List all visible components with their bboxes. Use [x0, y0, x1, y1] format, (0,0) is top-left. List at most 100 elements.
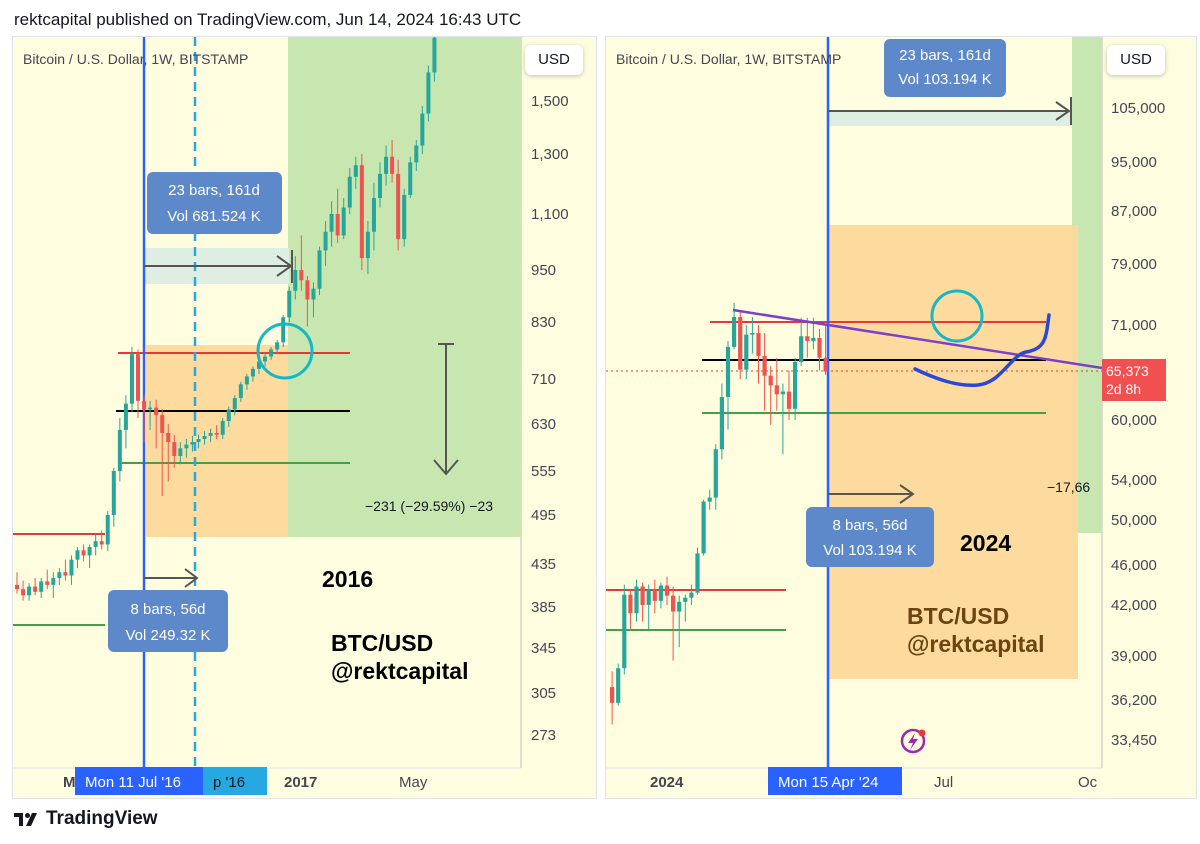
candle-body [756, 333, 761, 357]
svg-text:8 bars, 56d: 8 bars, 56d [832, 517, 907, 534]
candle-body [190, 442, 195, 445]
candle-body [214, 432, 219, 435]
candle-body [63, 572, 68, 576]
y-tick-label: 36,200 [1111, 692, 1157, 709]
candle-body [81, 550, 86, 556]
y-tick-label: 555 [531, 463, 556, 480]
candle-body [432, 37, 437, 73]
candle-body [823, 357, 828, 372]
candle-body [780, 391, 785, 395]
y-tick-label: 495 [531, 507, 556, 524]
measure-bubble-bottom-left: 8 bars, 56d Vol 249.32 K [108, 590, 228, 652]
chart-panel-left[interactable]: −231 (−29.59%) −23 23 bars, 161d Vol 681… [12, 36, 597, 799]
brand-line2-right: @rektcapital [907, 631, 1044, 657]
lightning-icon[interactable] [900, 728, 926, 754]
footer-brand: TradingView [14, 808, 158, 830]
candle-body [610, 687, 615, 703]
y-tick-label: 1,300 [531, 146, 569, 163]
candle-body [287, 290, 292, 318]
y-tick-label: 385 [531, 599, 556, 616]
publish-header: rektcapital published on TradingView.com… [14, 10, 522, 29]
candle-body [329, 214, 334, 232]
chart-panel-right[interactable]: −17,66 23 bars, 161d Vol 103.194 K 8 bar… [605, 36, 1197, 799]
y-tick-label: 50,000 [1111, 512, 1157, 529]
x-tick-label: Oc [1078, 774, 1098, 791]
candle-body [420, 113, 425, 146]
candle-body [762, 356, 767, 376]
candle-body [39, 581, 44, 592]
x-tick-label: Jul [934, 774, 953, 791]
candle-body [719, 396, 724, 450]
drawdown-arrow-left [433, 343, 459, 476]
candle-body [117, 429, 122, 471]
y-tick-label: 435 [531, 556, 556, 573]
candle-body [154, 407, 159, 416]
currency-button-left[interactable]: USD [525, 45, 583, 75]
y-tick-label: 105,000 [1111, 100, 1165, 117]
candle-body [305, 280, 310, 300]
candle-body [408, 162, 413, 195]
candle-body [69, 559, 74, 576]
candle-body [371, 198, 376, 232]
candle-body [426, 72, 431, 114]
x-tick-label: May [399, 774, 428, 791]
current-price-label: 65,373 2d 8h [1102, 359, 1166, 401]
candle-body [142, 400, 147, 410]
x-tick-label: 2024 [650, 774, 684, 791]
y-axis-right[interactable]: 105,000 95,000 87,000 79,000 71,000 60,000 54,… [1111, 100, 1165, 749]
candle-body [238, 384, 243, 399]
y-tick-label: 33,450 [1111, 732, 1157, 749]
candle-body [640, 586, 645, 605]
x-axis-right[interactable]: 2024 Mon 15 Apr '24 Jul Oc [650, 767, 1098, 795]
y-tick-label: 95,000 [1111, 154, 1157, 171]
candle-body [671, 595, 676, 612]
y-tick-label: 71,000 [1111, 317, 1157, 334]
candle-body [293, 270, 298, 291]
candle-body [184, 444, 189, 449]
candle-body [750, 333, 755, 335]
svg-text:Vol 681.524 K: Vol 681.524 K [167, 208, 260, 225]
candle-body [123, 403, 128, 430]
candle-body [732, 317, 737, 347]
y-tick-label: 305 [531, 685, 556, 702]
y-tick-label: 345 [531, 640, 556, 657]
candles-left [15, 37, 437, 601]
candle-body [111, 471, 116, 515]
candle-body [799, 336, 804, 362]
y-axis-left[interactable]: 1,500 1,300 1,100 950 830 710 630 555 495 435 385 3… [531, 93, 569, 744]
candle-body [232, 398, 237, 410]
range-zone-right [828, 225, 1078, 679]
chart-right-svg[interactable]: −17,66 23 bars, 161d Vol 103.194 K 8 bar… [606, 37, 1196, 798]
candle-body [622, 594, 627, 669]
candle-body [384, 156, 389, 174]
candle-body [105, 515, 110, 545]
y-tick-label: 1,500 [531, 93, 569, 110]
projection-curve [913, 313, 1051, 388]
tradingview-logo-icon [14, 813, 37, 826]
candle-body [390, 156, 395, 174]
brand-line1-left: BTC/USD [331, 630, 433, 656]
measure-bubble-top-right: 23 bars, 161d Vol 103.194 K [884, 39, 1006, 97]
candle-body [196, 439, 201, 443]
candle-body [166, 432, 171, 443]
candle-body [652, 589, 657, 601]
currency-button-right[interactable]: USD [1107, 45, 1165, 75]
year-label-left: 2016 [322, 566, 373, 592]
chart-left-svg[interactable]: −231 (−29.59%) −23 23 bars, 161d Vol 681… [13, 37, 596, 798]
candle-body [341, 207, 346, 236]
target-circle-right [930, 289, 984, 343]
y-tick-label: 1,100 [531, 206, 569, 223]
candle-body [347, 176, 352, 208]
candle-body [45, 581, 50, 585]
candle-body [646, 589, 651, 605]
candle-body [172, 442, 177, 456]
candle-body [396, 173, 401, 240]
candle-body [725, 346, 731, 397]
candle-body [744, 334, 749, 370]
measure-bubble-top-left: 23 bars, 161d Vol 681.524 K [147, 172, 282, 234]
x-axis-left[interactable]: M Mon 11 Jul '16 p '16 2017 May [63, 767, 428, 795]
candle-body [178, 448, 183, 456]
candle-body [658, 585, 663, 601]
svg-text:2d 8h: 2d 8h [1106, 381, 1141, 397]
candle-body [811, 337, 816, 342]
